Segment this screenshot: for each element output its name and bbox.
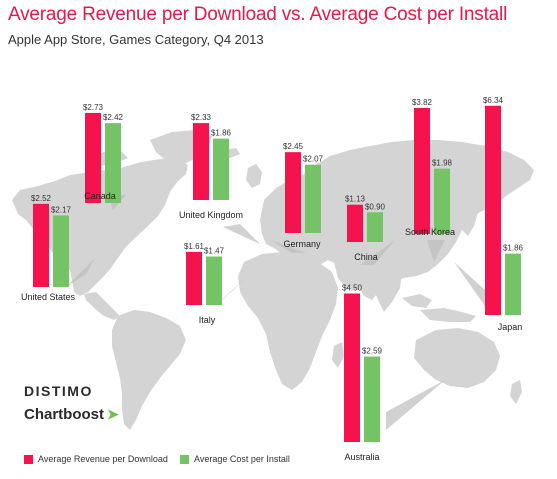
value-label-revenue-germany: $2.45 — [283, 142, 304, 151]
country-label-italy: Italy — [199, 315, 216, 325]
bar-revenue-china — [347, 204, 363, 242]
bar-cost-japan — [505, 253, 521, 315]
bar-cost-australia — [364, 356, 380, 442]
pointer-germany — [270, 240, 306, 253]
pointer-china — [360, 240, 395, 265]
chart-title: Average Revenue per Download vs. Average… — [8, 4, 508, 25]
bar-revenue-united-kingdom — [193, 123, 209, 200]
value-label-revenue-united-states: $2.52 — [31, 194, 52, 203]
bar-revenue-australia — [344, 293, 360, 442]
chart-subtitle: Apple App Store, Games Category, Q4 2013 — [8, 32, 264, 47]
pointer-layer — [66, 195, 485, 430]
pointer-australia — [386, 380, 445, 430]
bar-cost-china — [367, 212, 383, 242]
value-label-revenue-united-kingdom: $2.33 — [191, 113, 212, 122]
value-label-revenue-canada: $2.73 — [83, 103, 104, 112]
value-label-revenue-china: $1.13 — [345, 195, 366, 204]
bar-revenue-united-states — [33, 203, 49, 287]
country-label-canada: Canada — [84, 191, 116, 201]
value-label-cost-china: $0.90 — [365, 202, 386, 211]
value-label-cost-japan: $1.86 — [503, 244, 524, 253]
bar-cost-germany — [305, 164, 321, 233]
bar-revenue-italy — [186, 251, 202, 305]
pointer-united-states — [66, 258, 95, 287]
legend-item-cost: Average Cost per Install — [180, 454, 290, 464]
pointer-south-korea — [427, 240, 445, 262]
country-label-united-kingdom: United Kingdom — [179, 210, 243, 220]
value-label-cost-germany: $2.07 — [303, 155, 324, 164]
leaf-icon: ➤ — [107, 406, 119, 422]
bar-cost-united-kingdom — [213, 138, 229, 200]
country-label-germany: Germany — [283, 239, 321, 249]
value-label-cost-australia: $2.59 — [362, 347, 383, 356]
country-label-australia: Australia — [344, 452, 379, 462]
chartboost-logo: Chartboost ➤ — [24, 406, 119, 423]
legend-swatch-cost — [180, 454, 189, 464]
bar-cost-italy — [206, 256, 222, 305]
legend-label-cost: Average Cost per Install — [194, 454, 290, 464]
bar-revenue-germany — [285, 152, 301, 233]
country-label-united-states: United States — [21, 292, 76, 302]
legend-item-revenue: Average Revenue per Download — [24, 454, 168, 464]
value-label-cost-canada: $2.42 — [103, 113, 124, 122]
value-label-revenue-australia: $4.50 — [342, 284, 363, 293]
country-label-south-korea: South Korea — [405, 227, 455, 237]
pointer-united-kingdom — [223, 224, 260, 244]
bar-revenue-canada — [85, 112, 101, 203]
bar-revenue-south-korea — [414, 107, 430, 234]
pointer-japan — [454, 262, 485, 306]
value-label-cost-united-kingdom: $1.86 — [211, 129, 232, 138]
legend-swatch-revenue — [24, 454, 33, 464]
bar-cost-canada — [105, 123, 121, 203]
bar-cost-south-korea — [434, 168, 450, 234]
value-label-cost-italy: $1.47 — [204, 246, 225, 255]
value-label-cost-united-states: $2.17 — [51, 205, 72, 214]
distimo-logo: DISTIMO — [24, 383, 93, 399]
value-label-revenue-italy: $1.61 — [184, 242, 205, 251]
legend-label-revenue: Average Revenue per Download — [38, 454, 168, 464]
value-label-revenue-japan: $6.34 — [483, 96, 504, 105]
country-label-china: China — [354, 252, 378, 262]
bar-cost-united-states — [53, 215, 69, 287]
country-label-japan: Japan — [498, 322, 523, 332]
bars-layer: $2.73$2.42 Canada $2.33 $1.86 United Kingdom… — [21, 96, 524, 462]
value-label-cost-south-korea: $1.98 — [432, 159, 453, 168]
chartboost-wordmark: Chartboost — [24, 406, 104, 423]
value-label-revenue-south-korea: $3.82 — [412, 98, 433, 107]
bar-revenue-japan — [485, 105, 501, 315]
